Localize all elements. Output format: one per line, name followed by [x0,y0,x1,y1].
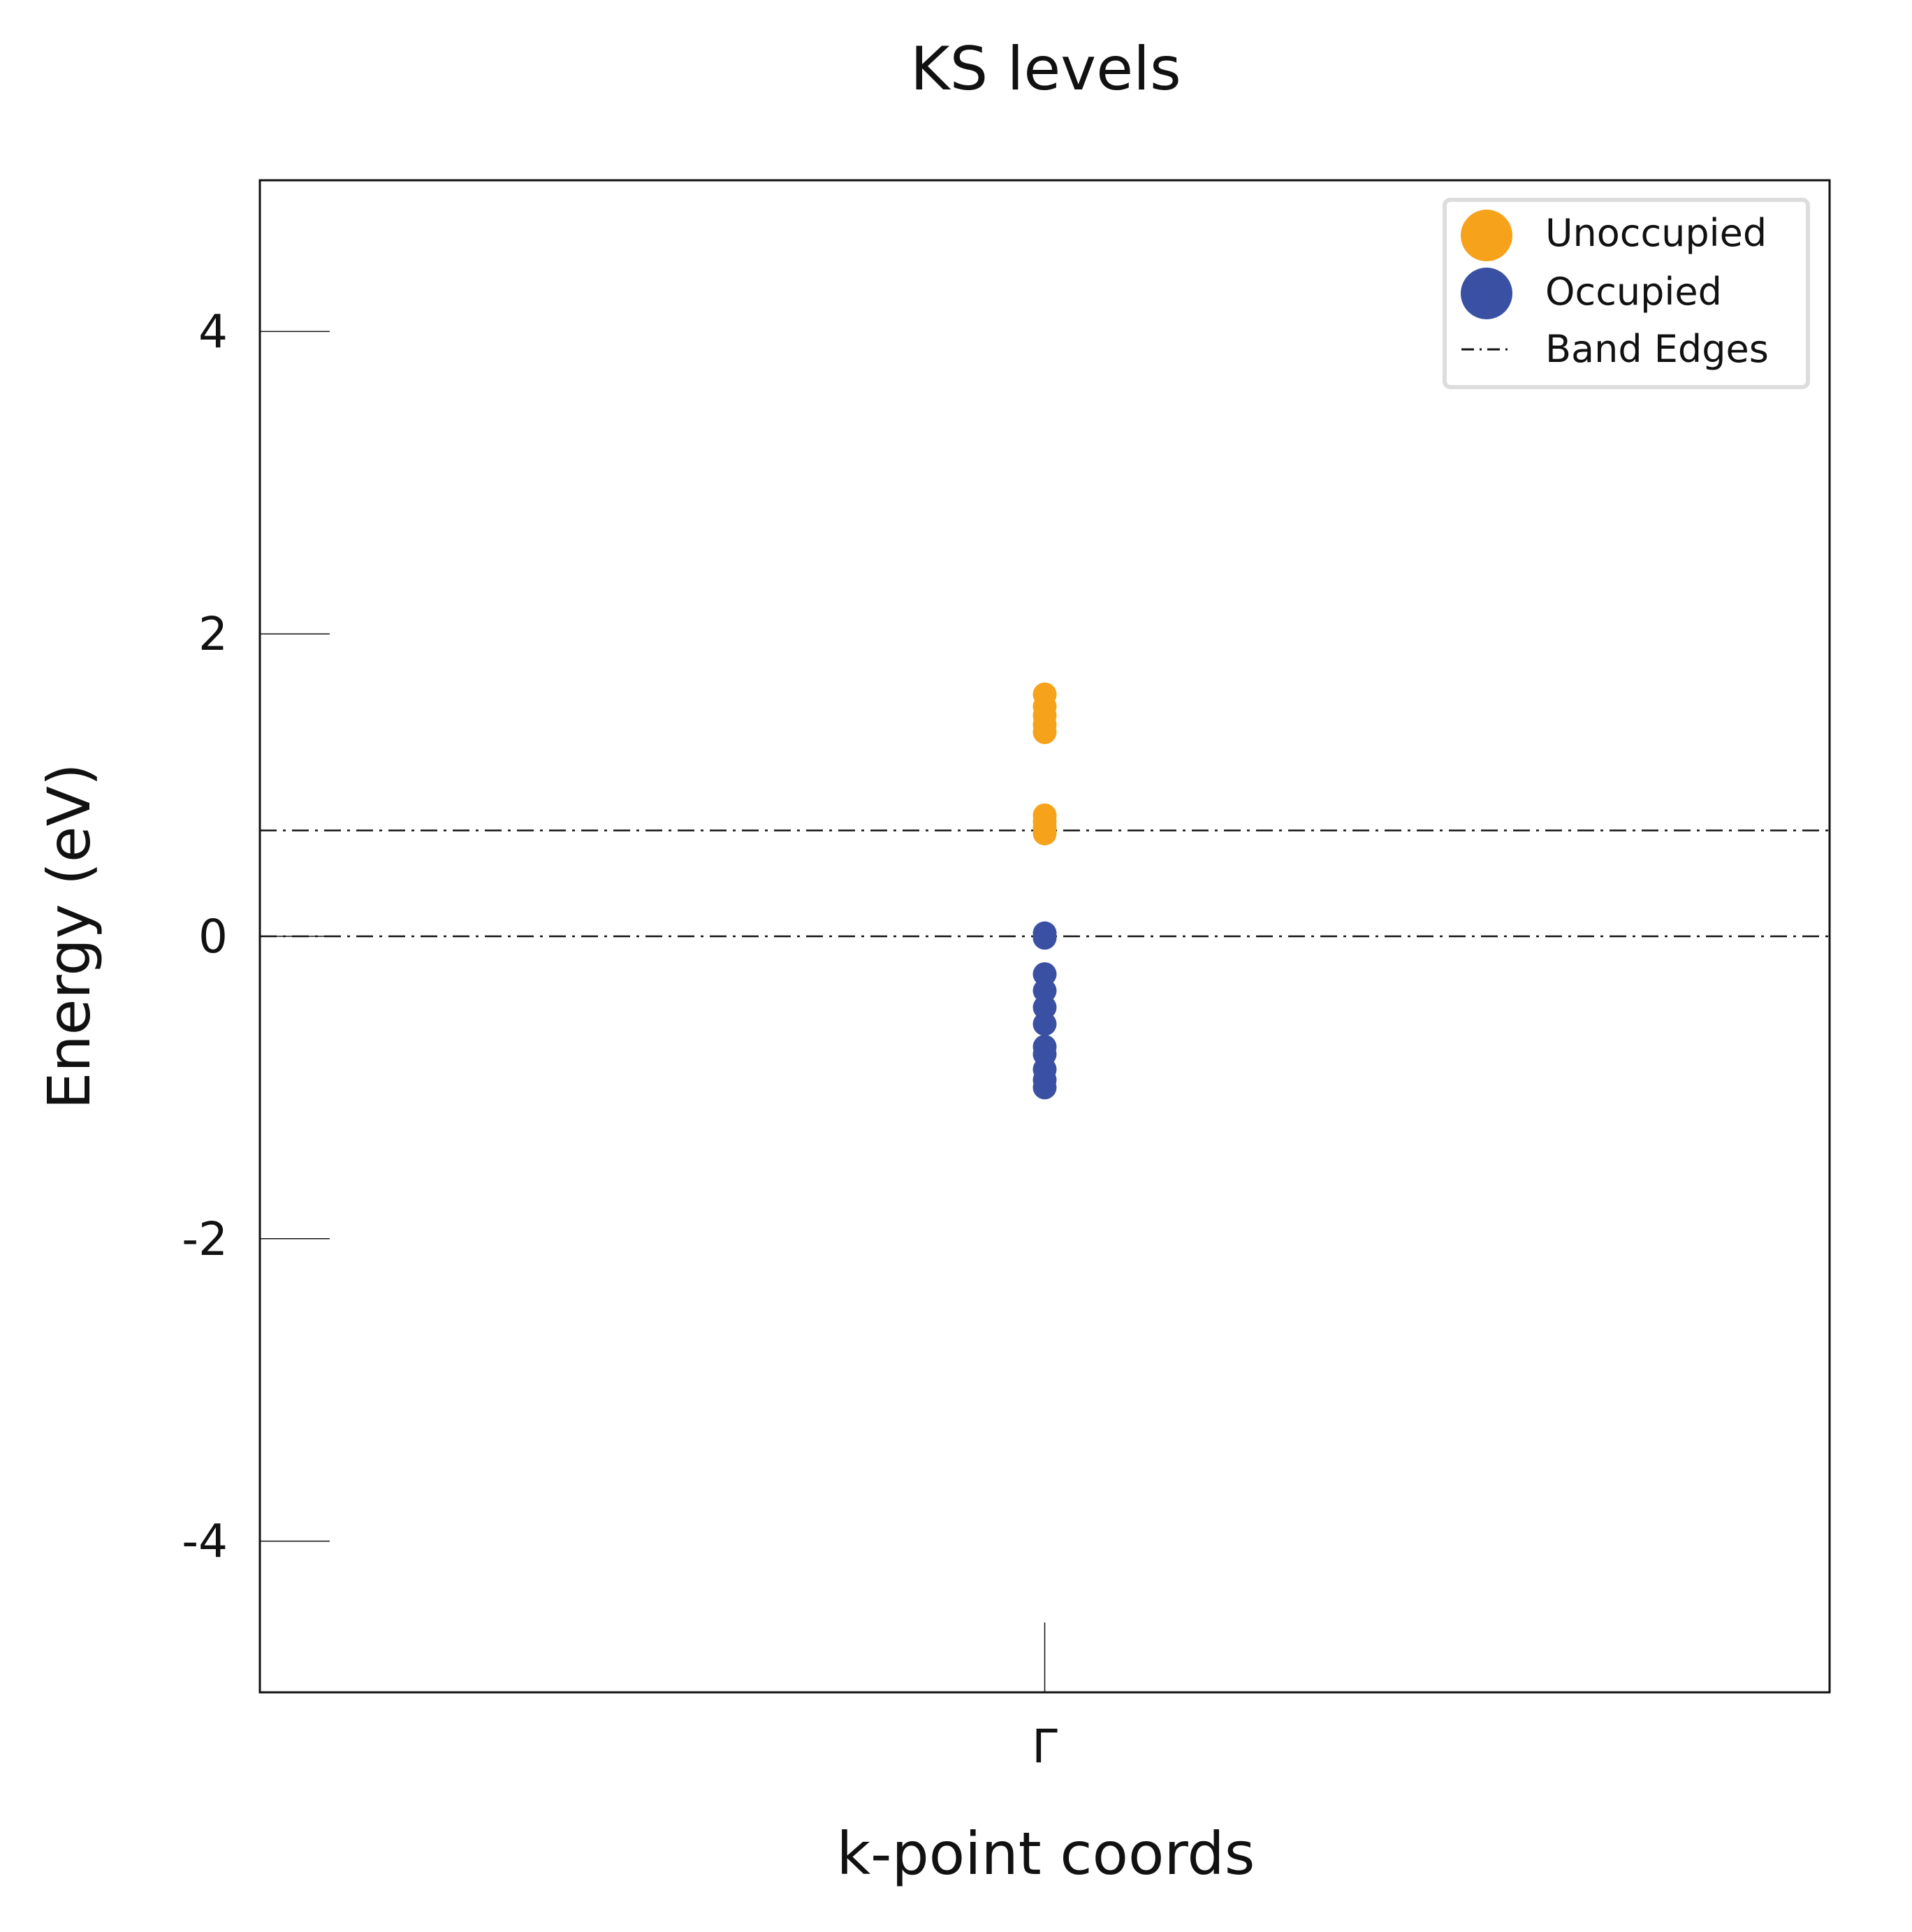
legend-marker-occupied [1461,268,1512,319]
legend-label-unoccupied: Unoccupied [1545,211,1767,255]
occupied-point [1032,962,1057,987]
y-tick-label: 0 [198,910,228,964]
legend-label-band-edges: Band Edges [1545,327,1769,371]
y-tick-label: -2 [182,1212,228,1266]
data-points [1032,682,1057,1100]
legend-marker-unoccupied [1461,210,1512,261]
legend: Unoccupied Occupied Band Edges [1443,198,1810,389]
legend-box [1443,198,1810,389]
x-tick-label: Γ [1032,1720,1058,1773]
y-tick-label: -4 [182,1515,228,1569]
x-axis-label: k-point coords [837,1820,1255,1888]
unoccupied-point [1032,720,1057,744]
occupied-point [1032,926,1057,950]
occupied-point [1032,978,1057,1003]
y-axis-ticks: 4 2 0 -2 -4 [182,305,330,1569]
x-axis-ticks: Γ [1032,1622,1058,1773]
occupied-point [1032,995,1057,1019]
y-tick-label: 4 [198,305,228,358]
chart-title: KS levels [910,34,1181,104]
occupied-point [1032,1075,1057,1100]
y-tick-label: 2 [198,607,228,661]
occupied-point [1032,1012,1057,1036]
band-edge-lines [260,829,1830,938]
y-axis-label: Energy (eV) [35,763,103,1109]
unoccupied-point [1032,821,1057,845]
legend-label-occupied: Occupied [1545,270,1722,314]
